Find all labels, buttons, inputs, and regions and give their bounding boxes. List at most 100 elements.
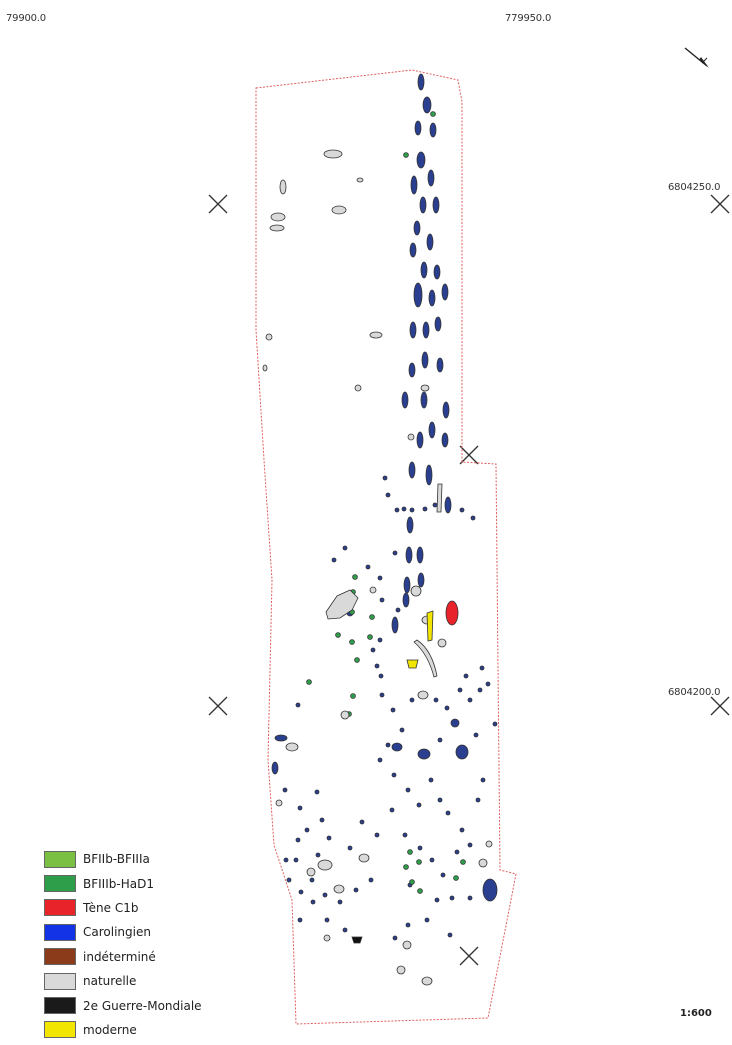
carolingien-pit	[409, 242, 417, 258]
carolingien-posthole	[405, 787, 411, 793]
carolingien-pit	[444, 496, 452, 514]
bfiiib-had1-pit	[352, 574, 358, 580]
carolingien-posthole	[378, 673, 384, 679]
carolingien-posthole	[401, 506, 407, 512]
carolingien-posthole	[394, 507, 400, 513]
naturelle-feature	[402, 940, 412, 950]
naturelle-feature	[317, 859, 333, 871]
carolingien-pit	[455, 744, 469, 760]
carolingien-posthole	[475, 797, 481, 803]
map-scale: 1:600	[680, 1008, 712, 1019]
carolingien-posthole	[365, 564, 371, 570]
carolingien-posthole	[322, 892, 328, 898]
carolingien-posthole	[409, 697, 415, 703]
carolingien-posthole	[422, 506, 428, 512]
legend-swatch	[44, 875, 76, 893]
carolingien-posthole	[424, 917, 430, 923]
bfiiib-had1-pit	[407, 849, 413, 855]
carolingien-pit	[433, 264, 441, 280]
carolingien-posthole	[391, 772, 397, 778]
carolingien-pit	[429, 122, 437, 138]
carolingien-pit	[425, 464, 433, 486]
naturelle-feature	[270, 212, 286, 222]
legend-swatch	[44, 948, 76, 966]
excavation-boundary	[255, 69, 517, 1025]
bfiiib-had1-pit	[409, 879, 415, 885]
bfiiib-had1-pit	[453, 875, 459, 881]
carolingien-posthole	[477, 687, 483, 693]
carolingien-pit	[422, 96, 432, 114]
coord-x-left: 79900.0	[6, 13, 46, 24]
bfiiib-had1-pit	[306, 679, 312, 685]
carolingien-posthole	[416, 802, 422, 808]
moderne-feature	[406, 659, 419, 669]
carolingien-posthole	[457, 687, 463, 693]
carolingien-posthole	[467, 697, 473, 703]
legend-swatch	[44, 850, 76, 868]
bfiiib-had1-pit	[349, 639, 355, 645]
carolingien-pit	[420, 261, 428, 279]
legend-item: BFIIIb-HaD1	[44, 871, 202, 895]
carolingien-posthole	[295, 702, 301, 708]
naturelle-feature	[407, 433, 415, 441]
carolingien-posthole	[385, 492, 391, 498]
carolingien-pit	[428, 289, 436, 307]
carolingien-posthole	[437, 737, 443, 743]
coord-y-lower: 6804200.0	[668, 687, 721, 698]
carolingien-posthole	[377, 637, 383, 643]
carolingien-pit	[391, 616, 399, 634]
carolingien-posthole	[390, 707, 396, 713]
carolingien-posthole	[342, 545, 348, 551]
carolingien-posthole	[342, 927, 348, 933]
bfiiib-had1-pit	[335, 632, 341, 638]
carolingien-posthole	[429, 857, 435, 863]
north-arrow-icon	[683, 44, 713, 76]
carolingien-posthole	[297, 805, 303, 811]
carolingien-posthole	[377, 575, 383, 581]
carolingien-posthole	[463, 673, 469, 679]
carolingien-posthole	[440, 872, 446, 878]
carolingien-pit	[427, 169, 435, 187]
carolingien-posthole	[444, 705, 450, 711]
carolingien-posthole	[402, 832, 408, 838]
carolingien-posthole	[433, 697, 439, 703]
carolingien-posthole	[473, 732, 479, 738]
carolingien-pit	[417, 572, 425, 588]
carolingien-posthole	[395, 607, 401, 613]
bfiiib-had1-pit	[417, 888, 423, 894]
carolingien-posthole	[409, 507, 415, 513]
legend-label: BFIIb-BFIIIa	[83, 852, 150, 867]
legend-item: naturelle	[44, 969, 202, 993]
carolingien-pit	[414, 120, 422, 136]
carolingien-posthole	[315, 852, 321, 858]
carolingien-posthole	[405, 922, 411, 928]
naturelle-feature	[323, 149, 343, 159]
carolingien-posthole	[382, 475, 388, 481]
carolingien-posthole	[309, 877, 315, 883]
carolingien-pit	[401, 391, 409, 409]
carolingien-pit	[408, 461, 416, 479]
carolingien-posthole	[399, 727, 405, 733]
legend-label: BFIIIb-HaD1	[83, 876, 154, 891]
legend-label: Tène C1b	[83, 900, 139, 915]
naturelle-feature	[279, 179, 287, 195]
carolingien-posthole	[374, 663, 380, 669]
carolingien-posthole	[326, 835, 332, 841]
legend-label: 2e Guerre-Mondiale	[83, 998, 202, 1013]
carolingien-pit	[416, 431, 424, 449]
carolingien-pit	[413, 220, 421, 236]
carolingien-posthole	[467, 842, 473, 848]
carolingien-posthole	[385, 742, 391, 748]
tene-c1b-pit	[445, 600, 459, 626]
carolingien-pit	[271, 761, 279, 775]
carolingien-pit	[408, 362, 416, 378]
naturelle-feature	[356, 177, 364, 183]
naturelle-feature	[323, 934, 331, 942]
carolingien-pit	[442, 401, 450, 419]
carolingien-posthole	[434, 897, 440, 903]
carolingien-pit	[441, 432, 449, 448]
carolingien-pit	[482, 878, 498, 902]
naturelle-feature	[269, 224, 285, 232]
carolingien-posthole	[392, 550, 398, 556]
grid-cross	[208, 696, 228, 716]
